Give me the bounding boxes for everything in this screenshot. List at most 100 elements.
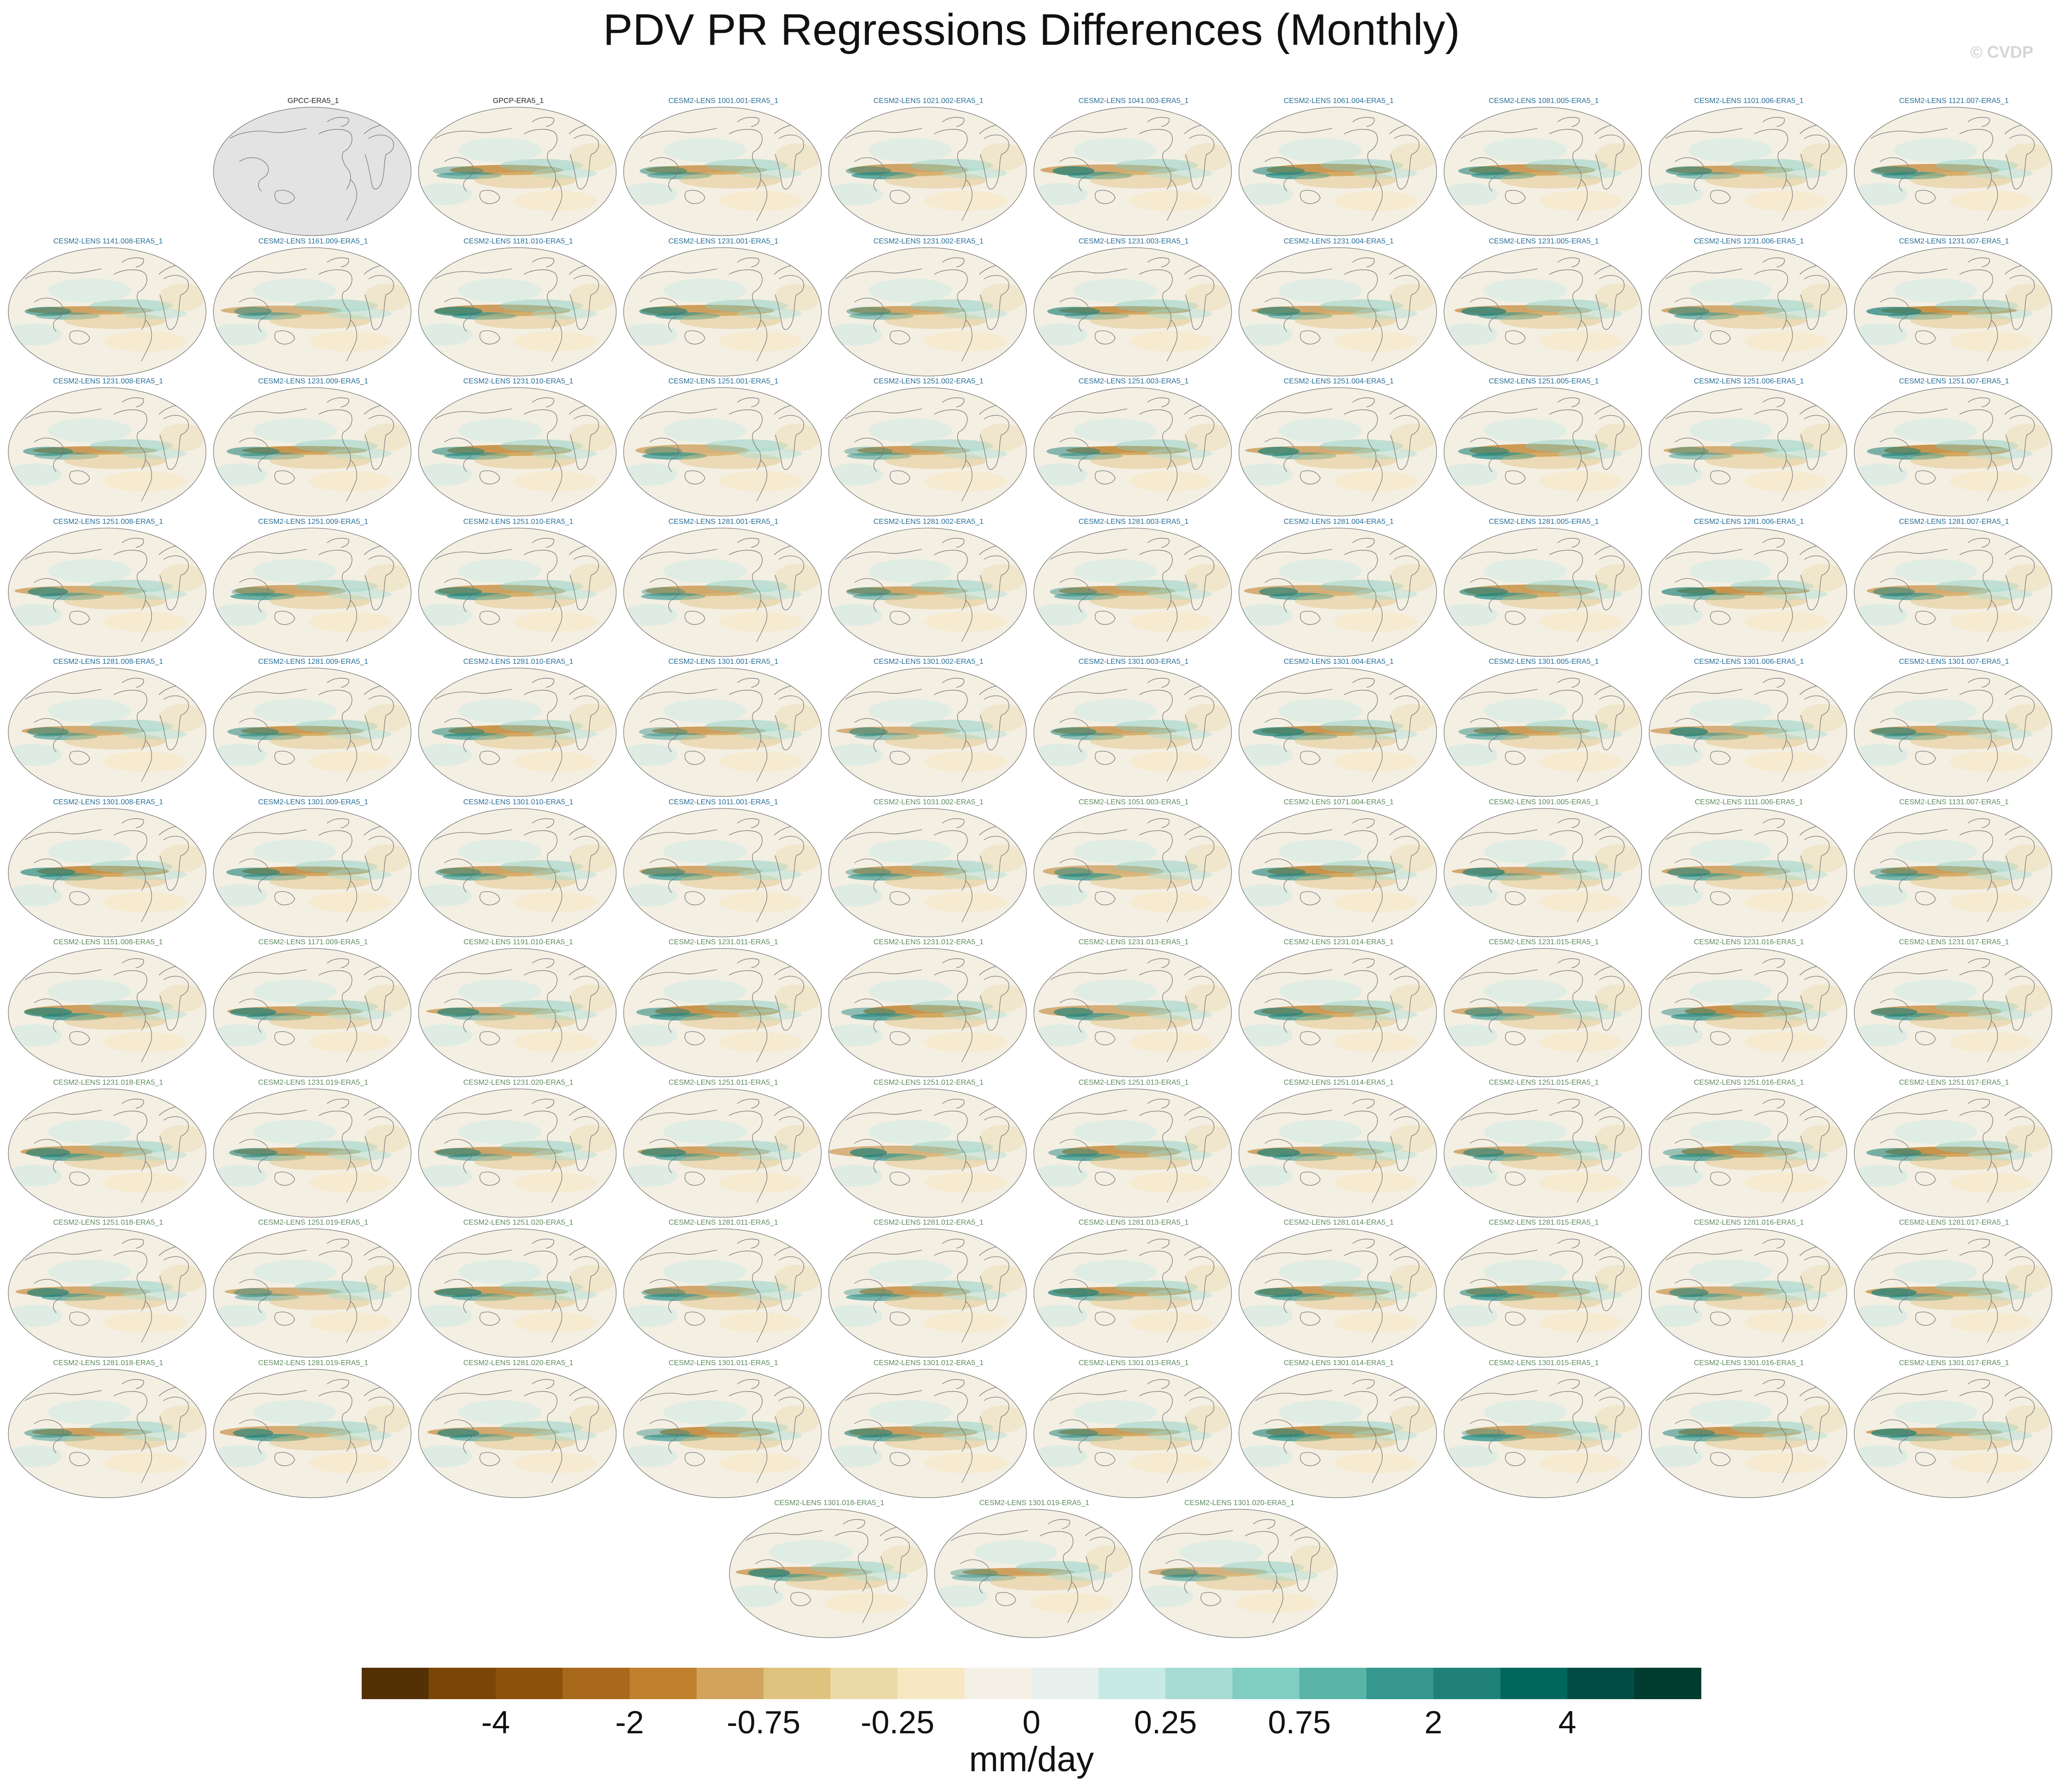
- map-panel: CESM2-LENS 1251.004-ERA5_1: [1237, 377, 1440, 516]
- colorbar-swatch: [1032, 1668, 1098, 1699]
- globe-map: [1033, 1369, 1232, 1498]
- map-panel: CESM2-LENS 1251.011-ERA5_1: [622, 1079, 825, 1217]
- panel-title: CESM2-LENS 1151.008-ERA5_1: [53, 938, 163, 946]
- colorbar-tick-label: 0: [1022, 1704, 1041, 1740]
- panel-title: CESM2-LENS 1231.004-ERA5_1: [1283, 237, 1394, 245]
- map-panel: CESM2-LENS 1251.002-ERA5_1: [827, 377, 1030, 516]
- panel-title: CESM2-LENS 1281.011-ERA5_1: [668, 1219, 778, 1227]
- panel-title: CESM2-LENS 1231.017-ERA5_1: [1899, 938, 2009, 946]
- colorbar-tick-label: -4: [481, 1704, 510, 1740]
- panel-title: CESM2-LENS 1091.005-ERA5_1: [1488, 798, 1599, 806]
- panel-title: CESM2-LENS 1301.019-ERA5_1: [979, 1499, 1090, 1507]
- panel-title: CESM2-LENS 1131.007-ERA5_1: [1899, 798, 2009, 806]
- map-panel: CESM2-LENS 1301.007-ERA5_1: [1852, 658, 2056, 797]
- map-panel: CESM2-LENS 1251.009-ERA5_1: [212, 518, 415, 656]
- globe-map: [213, 1369, 412, 1498]
- map-panel: CESM2-LENS 1251.018-ERA5_1: [6, 1219, 210, 1358]
- globe-map: [1238, 1088, 1437, 1217]
- colorbar-tick-label: -2: [615, 1704, 644, 1740]
- globe-map: [213, 668, 412, 797]
- colorbar-swatch: [764, 1668, 831, 1699]
- globe-map: [828, 387, 1027, 516]
- map-panel: CESM2-LENS 1301.009-ERA5_1: [212, 798, 415, 937]
- globe-map: [1854, 668, 2052, 797]
- map-panel: CESM2-LENS 1231.003-ERA5_1: [1032, 237, 1235, 376]
- globe-map: [1854, 948, 2052, 1077]
- panel-title: CESM2-LENS 1191.010-ERA5_1: [463, 938, 573, 946]
- colorbar-swatch: [1567, 1668, 1634, 1699]
- globe-map: [1033, 247, 1232, 376]
- globe-map: [623, 668, 822, 797]
- panel-title: CESM2-LENS 1301.010-ERA5_1: [463, 798, 574, 806]
- globe-map: [213, 528, 412, 656]
- globe-map: [1649, 808, 1847, 937]
- map-panel: CESM2-LENS 1081.005-ERA5_1: [1442, 97, 1645, 236]
- panel-title: CESM2-LENS 1231.008-ERA5_1: [53, 377, 164, 385]
- map-panel: CESM2-LENS 1181.010-ERA5_1: [417, 237, 620, 376]
- globe-map: [623, 1228, 822, 1358]
- panel-title: CESM2-LENS 1231.015-ERA5_1: [1488, 938, 1599, 946]
- globe-map: [1649, 107, 1847, 236]
- globe-map: [1444, 1369, 1642, 1498]
- map-panel: CESM2-LENS 1281.019-ERA5_1: [212, 1359, 415, 1498]
- map-panel: CESM2-LENS 1051.003-ERA5_1: [1032, 798, 1235, 937]
- panel-title: CESM2-LENS 1281.009-ERA5_1: [258, 658, 369, 666]
- globe-map: [1139, 1509, 1338, 1638]
- panel-title: CESM2-LENS 1231.007-ERA5_1: [1899, 237, 2009, 245]
- map-panel: CESM2-LENS 1251.001-ERA5_1: [622, 377, 825, 516]
- map-panel: CESM2-LENS 1231.004-ERA5_1: [1237, 237, 1440, 376]
- panel-title: CESM2-LENS 1231.010-ERA5_1: [463, 377, 574, 385]
- map-panel: CESM2-LENS 1251.015-ERA5_1: [1442, 1079, 1645, 1217]
- map-panel: CESM2-LENS 1281.011-ERA5_1: [622, 1219, 825, 1358]
- map-panel: CESM2-LENS 1301.008-ERA5_1: [6, 798, 210, 937]
- map-panel: CESM2-LENS 1251.013-ERA5_1: [1032, 1079, 1235, 1217]
- globe-map: [213, 247, 412, 376]
- panel-title: CESM2-LENS 1281.010-ERA5_1: [463, 658, 574, 666]
- globe-map: [8, 1228, 206, 1358]
- map-panel: CESM2-LENS 1281.002-ERA5_1: [827, 518, 1030, 656]
- globe-map: [213, 107, 412, 236]
- globe-map: [1033, 387, 1232, 516]
- panel-title: CESM2-LENS 1231.003-ERA5_1: [1078, 237, 1189, 245]
- panel-title: CESM2-LENS 1301.005-ERA5_1: [1488, 658, 1599, 666]
- globe-map: [1444, 668, 1642, 797]
- colorbar-swatch: [1165, 1668, 1232, 1699]
- panel-title: CESM2-LENS 1251.014-ERA5_1: [1283, 1078, 1394, 1087]
- panel-title: CESM2-LENS 1251.015-ERA5_1: [1488, 1078, 1599, 1087]
- globe-map: [1649, 387, 1847, 516]
- colorbar-tick-label: 2: [1424, 1704, 1443, 1740]
- panel-title: CESM2-LENS 1251.002-ERA5_1: [873, 377, 984, 385]
- globe-map: [213, 1228, 412, 1358]
- map-panel: CESM2-LENS 1281.004-ERA5_1: [1237, 518, 1440, 656]
- panel-title: CESM2-LENS 1301.004-ERA5_1: [1283, 658, 1394, 666]
- panel-title: CESM2-LENS 1121.007-ERA5_1: [1899, 97, 2009, 105]
- globe-map: [1238, 387, 1437, 516]
- panel-title: CESM2-LENS 1281.017-ERA5_1: [1899, 1219, 2009, 1227]
- globe-map: [1033, 1088, 1232, 1217]
- globe-map: [1444, 528, 1642, 656]
- globe-map: [623, 247, 822, 376]
- panel-title: CESM2-LENS 1251.004-ERA5_1: [1283, 377, 1394, 385]
- panel-title: CESM2-LENS 1281.019-ERA5_1: [258, 1359, 369, 1367]
- colorbar-swatch: [496, 1668, 563, 1699]
- map-panel: CESM2-LENS 1231.008-ERA5_1: [6, 377, 210, 516]
- globe-map: [623, 387, 822, 516]
- map-panel: CESM2-LENS 1281.017-ERA5_1: [1852, 1219, 2056, 1358]
- globe-map: [418, 1369, 617, 1498]
- panel-title: CESM2-LENS 1251.018-ERA5_1: [53, 1219, 164, 1227]
- globe-map: [1444, 107, 1642, 236]
- panel-title: CESM2-LENS 1251.013-ERA5_1: [1078, 1078, 1189, 1087]
- map-panel: CESM2-LENS 1021.002-ERA5_1: [827, 97, 1030, 236]
- globe-map: [1854, 808, 2052, 937]
- panel-title: CESM2-LENS 1231.006-ERA5_1: [1693, 237, 1804, 245]
- map-panel: CESM2-LENS 1281.018-ERA5_1: [6, 1359, 210, 1498]
- map-panel: CESM2-LENS 1091.005-ERA5_1: [1442, 798, 1645, 937]
- map-panel: CESM2-LENS 1251.008-ERA5_1: [6, 518, 210, 656]
- globe-map: [828, 808, 1027, 937]
- map-panel: CESM2-LENS 1251.006-ERA5_1: [1647, 377, 1851, 516]
- map-panel: CESM2-LENS 1251.003-ERA5_1: [1032, 377, 1235, 516]
- map-panel: CESM2-LENS 1301.013-ERA5_1: [1032, 1359, 1235, 1498]
- panel-title: CESM2-LENS 1281.007-ERA5_1: [1899, 517, 2009, 526]
- globe-map: [1649, 668, 1847, 797]
- map-panel: CESM2-LENS 1301.014-ERA5_1: [1237, 1359, 1440, 1498]
